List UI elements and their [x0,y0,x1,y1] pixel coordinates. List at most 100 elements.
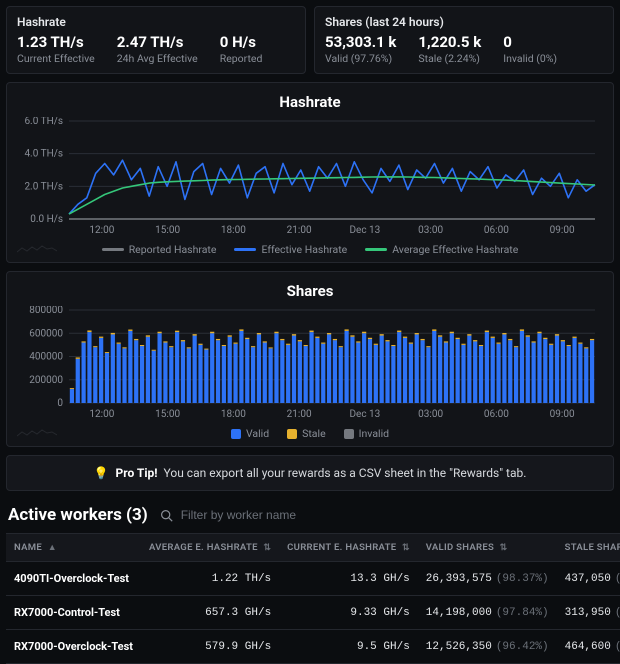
avg-hashrate: 579.9 GH/s [141,630,279,664]
svg-text:06:00: 06:00 [484,409,509,420]
legend-item[interactable]: Stale [287,427,326,440]
svg-text:15:00: 15:00 [155,225,180,236]
legend-label: Valid [246,427,269,440]
legend-label: Stale [302,427,326,440]
stat-cards: Hashrate 1.23 TH/sCurrent Effective 2.47 … [6,6,614,74]
svg-text:4.0 TH/s: 4.0 TH/s [24,149,63,160]
legend-label: Invalid [359,427,389,440]
metric-label: Reported [220,52,263,65]
legend-label: Effective Hashrate [261,243,347,256]
worker-name: RX7000-Control-Test [6,596,141,630]
metric: 2.47 TH/s24h Avg Effective [117,33,198,65]
svg-text:03:00: 03:00 [418,225,443,236]
col-header[interactable]: VALID SHARES ⇅ [418,534,557,562]
lightbulb-icon: 💡 [94,466,109,480]
svg-text:12:00: 12:00 [89,409,114,420]
stale-shares: 464,600(3.58%) [557,630,620,664]
legend-swatch [231,429,241,439]
table-row[interactable]: 4090TI-Overclock-Test1.22 TH/s13.3 GH/s2… [6,562,620,596]
legend-item[interactable]: Average Effective Hashrate [365,243,518,256]
legend-item[interactable]: Effective Hashrate [234,243,347,256]
svg-text:600000: 600000 [29,328,63,339]
shares-legend: Valid Stale Invalid [17,427,603,440]
legend-swatch [365,248,387,251]
hashrate-card: Hashrate 1.23 TH/sCurrent Effective 2.47 … [6,6,306,74]
shares-chart[interactable]: 0 200000 400000 600000 800000 12:00 15:00 18:00… [17,306,601,421]
stale-shares: 313,950(2.16%) [557,596,620,630]
metric: 1.23 TH/sCurrent Effective [17,33,95,65]
metric-value: 1.23 TH/s [17,33,95,51]
workers-table: NAME ▲AVERAGE E. HASHRATE ⇅CURRENT E. HA… [6,533,620,664]
hashrate-chart-title: Hashrate [17,93,603,111]
shares-chart-panel: Shares 0 200000 400000 600000 800000 12:00 15:… [6,271,614,447]
legend-swatch [287,429,297,439]
svg-text:2.0 TH/s: 2.0 TH/s [24,181,63,192]
metric-value: 2.47 TH/s [117,33,198,51]
table-row[interactable]: RX7000-Overclock-Test579.9 GH/s9.5 GH/s1… [6,630,620,664]
svg-text:200000: 200000 [29,375,63,386]
hashrate-legend: Reported Hashrate Effective Hashrate Avera… [17,243,603,256]
svg-text:Dec 13: Dec 13 [349,225,380,236]
shares-card-title: Shares (last 24 hours) [325,15,603,29]
cur-hashrate: 9.5 GH/s [279,630,418,664]
legend-item[interactable]: Valid [231,427,269,440]
metric-value: 1,220.5 k [418,33,481,51]
shares-chart-title: Shares [17,282,603,300]
svg-text:21:00: 21:00 [287,225,312,236]
avg-hashrate: 657.3 GH/s [141,596,279,630]
workers-header: Active workers (3) [8,505,612,525]
stale-shares: 437,050(1.63%) [557,562,620,596]
svg-text:09:00: 09:00 [550,225,575,236]
valid-shares: 14,198,000(97.84%) [418,596,557,630]
col-header[interactable]: CURRENT E. HASHRATE ⇅ [279,534,418,562]
protip-banner: 💡 Pro Tip! You can export all your rewar… [6,455,614,491]
svg-text:800000: 800000 [29,306,63,316]
metric-value: 0 [503,33,557,51]
legend-swatch [344,429,354,439]
svg-text:18:00: 18:00 [221,409,246,420]
svg-text:0: 0 [57,398,63,409]
valid-shares: 12,526,350(96.42%) [418,630,557,664]
col-header[interactable]: AVERAGE E. HASHRATE ⇅ [141,534,279,562]
worker-filter-input[interactable] [179,507,349,523]
worker-search[interactable] [160,507,349,523]
metric-value: 0 H/s [220,33,263,51]
metric-value: 53,303.1 k [325,33,396,51]
svg-text:03:00: 03:00 [418,409,443,420]
svg-text:Dec 13: Dec 13 [349,409,380,420]
brush-icon [17,244,57,256]
svg-text:400000: 400000 [29,352,63,363]
legend-swatch [234,248,256,251]
avg-hashrate: 1.22 TH/s [141,562,279,596]
shares-card: Shares (last 24 hours) 53,303.1 kValid (… [314,6,614,74]
search-icon [160,509,173,522]
metric-label: 24h Avg Effective [117,52,198,65]
cur-hashrate: 9.33 GH/s [279,596,418,630]
workers-heading: Active workers (3) [8,505,148,525]
col-header[interactable]: STALE SHARES ⇅ [557,534,620,562]
table-row[interactable]: RX7000-Control-Test657.3 GH/s9.33 GH/s14… [6,596,620,630]
legend-label: Average Effective Hashrate [392,243,518,256]
metric: 0 H/sReported [220,33,263,65]
svg-text:21:00: 21:00 [287,409,312,420]
svg-text:0.0 H/s: 0.0 H/s [30,214,63,225]
svg-text:09:00: 09:00 [550,409,575,420]
metric: 1,220.5 kStale (2.24%) [418,33,481,65]
svg-text:12:00: 12:00 [89,225,114,236]
legend-item[interactable]: Invalid [344,427,389,440]
metric-label: Invalid (0%) [503,52,557,65]
hashrate-chart[interactable]: 0.0 H/s2.0 TH/s4.0 TH/s6.0 TH/s12:0015:0… [17,117,601,237]
legend-item[interactable]: Reported Hashrate [102,243,217,256]
legend-label: Reported Hashrate [129,243,217,256]
col-header[interactable]: NAME ▲ [6,534,141,562]
hashrate-chart-panel: Hashrate 0.0 H/s2.0 TH/s4.0 TH/s6.0 TH/s… [6,82,614,263]
cur-hashrate: 13.3 GH/s [279,562,418,596]
worker-name: RX7000-Overclock-Test [6,630,141,664]
worker-name: 4090TI-Overclock-Test [6,562,141,596]
protip-text: You can export all your rewards as a CSV… [164,466,527,480]
metric-label: Valid (97.76%) [325,52,396,65]
svg-text:06:00: 06:00 [484,225,509,236]
svg-text:15:00: 15:00 [155,409,180,420]
metric-label: Stale (2.24%) [418,52,481,65]
hashrate-card-title: Hashrate [17,15,295,29]
